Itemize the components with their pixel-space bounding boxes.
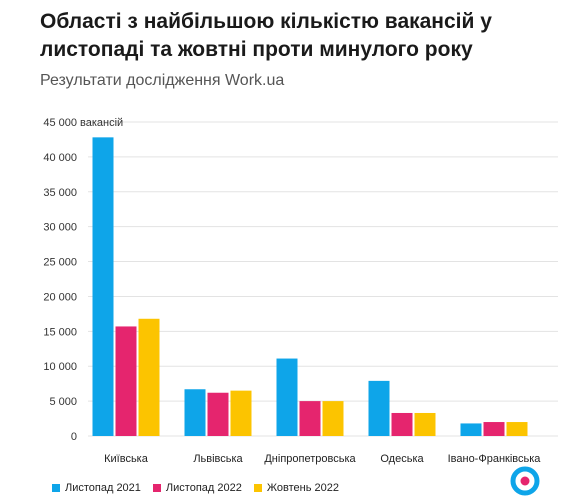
bar	[414, 412, 436, 436]
legend-label: Жовтень 2022	[266, 482, 339, 494]
x-tick-label: Київська	[104, 453, 149, 465]
legend-swatch	[152, 484, 161, 492]
x-tick-label: Івано-Франківська	[448, 453, 542, 465]
legend-label: Листопад 2022	[165, 482, 242, 494]
bar	[299, 401, 321, 436]
bar	[483, 422, 505, 436]
bar	[207, 392, 229, 436]
legend-swatch	[253, 484, 262, 492]
work-ua-logo-icon	[510, 466, 540, 496]
bar	[115, 326, 137, 436]
chart-subtitle: Результати дослідження Work.ua	[40, 72, 285, 89]
legend-item: Листопад 2022	[152, 482, 242, 494]
bar	[322, 401, 344, 436]
y-tick-label: 30 000	[43, 222, 77, 234]
y-tick-label: 0	[71, 431, 77, 443]
y-tick-label: 20 000	[43, 291, 77, 303]
legend: Листопад 2021 Листопад 2022 Жовтень 2022	[52, 482, 339, 494]
y-tick-label: 10 000	[43, 361, 77, 373]
y-tick-label: 35 000	[43, 187, 77, 199]
bar	[506, 422, 528, 436]
bar	[92, 137, 114, 436]
y-tick-label: 5 000	[49, 396, 77, 408]
legend-swatch	[52, 484, 60, 492]
legend-label: Листопад 2021	[65, 482, 141, 494]
bar-chart: 0 5 000 10 000 15 000 20 000 25 000 30 000 35 0…	[43, 117, 558, 465]
bar	[184, 389, 206, 436]
y-tick-label: 40 000	[43, 152, 77, 164]
chart-title: Області з найбільшою кількістю вакансій …	[40, 10, 492, 61]
bar	[368, 380, 390, 436]
bar	[138, 318, 160, 436]
y-tick-label: 15 000	[43, 326, 77, 338]
y-tick-label: 25 000	[43, 257, 77, 269]
legend-item: Листопад 2021	[52, 482, 141, 494]
y-unit-label: вакансій	[80, 117, 123, 129]
x-tick-label: Дніпропетровська	[264, 453, 356, 465]
y-tick-label: 45 000	[43, 117, 77, 129]
legend-item: Жовтень 2022	[253, 482, 339, 494]
x-tick-label: Львівська	[193, 453, 243, 465]
bar	[391, 412, 413, 436]
bar	[460, 423, 482, 436]
bar	[230, 390, 252, 436]
bar	[276, 358, 298, 436]
x-tick-label: Одеська	[380, 453, 424, 465]
